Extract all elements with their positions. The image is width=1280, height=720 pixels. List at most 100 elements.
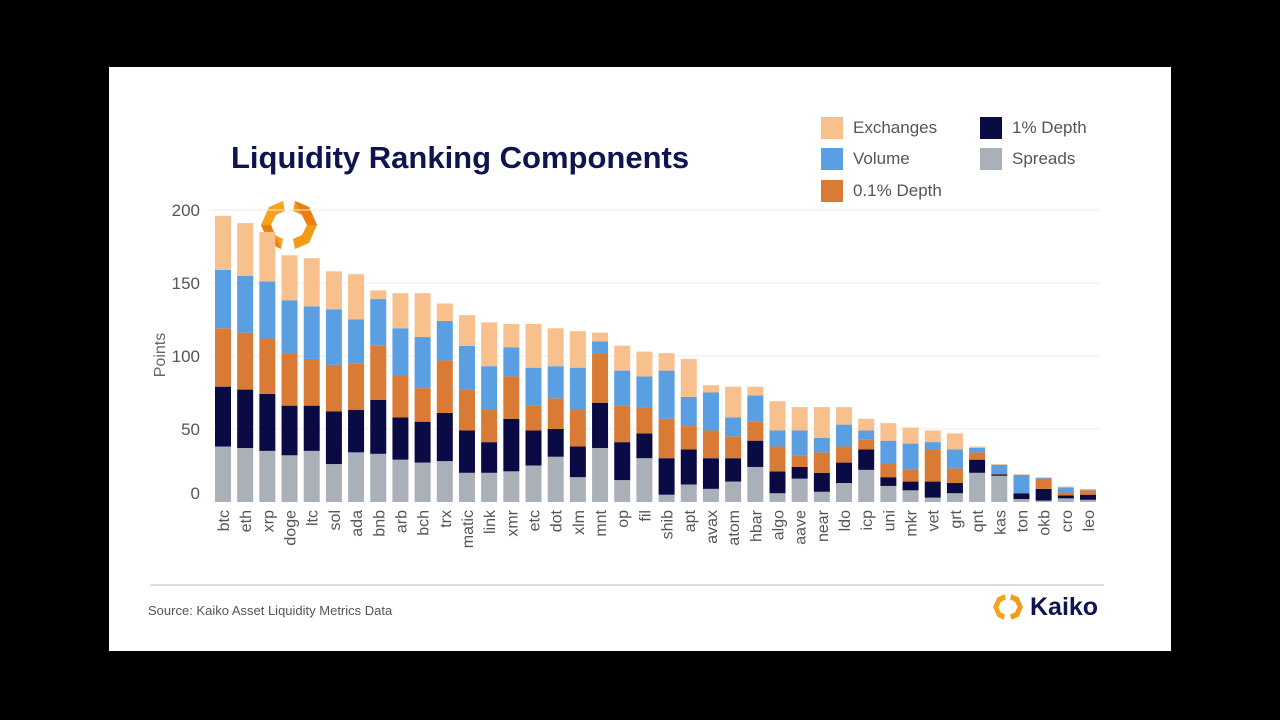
bar-segment-exchanges-matic (458, 315, 475, 346)
bar-segment-volume-op (614, 370, 631, 406)
bar-segment-exchanges-doge (281, 255, 298, 301)
bar-segment-volume-bnb (370, 299, 387, 346)
bar-segment-1-depth-op (614, 442, 631, 481)
bar-segment-1-depth-vet (924, 481, 941, 498)
bar-segment-spreads-op (614, 480, 631, 502)
bar-segment-1-depth-doge (281, 405, 298, 456)
bar-segment-0-1-depth-ldo (836, 446, 853, 463)
bar-segment-0-1-depth-uni (880, 464, 897, 478)
bar-segment-spreads-btc (215, 446, 231, 502)
x-tick-label: doge (283, 510, 300, 546)
bar-segment-0-1-depth-hbar (747, 421, 764, 441)
x-tick-label: ton (1014, 510, 1031, 532)
x-tick-label: etc (527, 510, 544, 531)
x-tick-label: xmr (504, 509, 521, 536)
bar-segment-volume-xrp (259, 281, 276, 339)
x-tick-label: ldo (837, 510, 854, 531)
bar-segment-volume-bch (414, 337, 431, 389)
bar-segment-exchanges-xlm (569, 331, 586, 368)
bar-segment-0-1-depth-trx (436, 360, 453, 413)
bar-segment-exchanges-btc (215, 215, 231, 270)
bar-segment-0-1-depth-bch (414, 388, 431, 422)
bar-segment-1-depth-xmr (503, 418, 520, 472)
bar-segment-1-depth-xlm (569, 446, 586, 478)
bar-segment-spreads-okb (1035, 500, 1052, 502)
bar-segment-1-depth-near (813, 472, 830, 492)
bar-segment-0-1-depth-ltc (303, 358, 320, 406)
bar-segment-spreads-near (813, 491, 830, 502)
bar-segment-volume-shib (658, 370, 675, 419)
bar-segment-1-depth-algo (769, 471, 786, 494)
x-tick-label: trx (438, 510, 455, 528)
bar-segment-spreads-aave (791, 478, 808, 502)
bar-segment-volume-uni (880, 440, 897, 465)
bar-segment-exchanges-near (813, 407, 830, 438)
legend-swatch (980, 117, 1002, 139)
bar-segment-1-depth-ldo (836, 462, 853, 484)
bar-segment-volume-sol (325, 309, 342, 365)
bar-segment-exchanges-hbar (747, 386, 764, 396)
bar-segment-1-depth-avax (702, 458, 719, 489)
bar-segment-volume-mnt (592, 341, 609, 354)
y-tick-label: 100 (172, 347, 200, 366)
bar-segment-spreads-arb (392, 459, 409, 502)
y-tick-label: 0 (191, 484, 200, 503)
bar-segment-spreads-qnt (969, 472, 986, 502)
bar-segment-0-1-depth-avax (702, 430, 719, 459)
x-tick-label: shib (660, 510, 677, 539)
bar-segment-exchanges-qnt (969, 446, 986, 448)
x-tick-label: near (815, 509, 832, 542)
bar-segment-0-1-depth-aave (791, 455, 808, 467)
bar-segment-0-1-depth-btc (215, 328, 231, 387)
bar-segment-1-depth-mkr (902, 481, 919, 491)
bar-segment-0-1-depth-mnt (592, 353, 609, 403)
legend-label: Volume (853, 149, 910, 168)
bar-segment-exchanges-cro (1057, 486, 1074, 488)
bar-segment-spreads-bch (414, 462, 431, 502)
bar-segment-spreads-xrp (259, 450, 276, 502)
legend-volume: Volume (821, 148, 910, 170)
bar-segment-spreads-bnb (370, 453, 387, 502)
bar-segment-exchanges-icp (858, 418, 875, 431)
bar-segment-1-depth-aave (791, 466, 808, 479)
bar-segment-volume-vet (924, 442, 941, 450)
bar-segment-1-depth-shib (658, 458, 675, 495)
bar-segment-volume-arb (392, 328, 409, 375)
bar-segment-volume-ada (348, 319, 365, 364)
bar-segment-exchanges-op (614, 345, 631, 371)
bar-segment-spreads-eth (237, 447, 254, 502)
x-tick-label: apt (682, 509, 699, 532)
bar-segment-spreads-xmr (503, 471, 520, 502)
bar-segment-1-depth-ltc (303, 405, 320, 451)
bar-segment-1-depth-mnt (592, 402, 609, 448)
kaiko-logo-icon (993, 594, 1023, 620)
bar-segment-volume-kas (991, 464, 1008, 474)
bar-segment-exchanges-grt (946, 433, 963, 450)
x-tick-label: op (615, 510, 632, 528)
bar-segment-spreads-sol (325, 464, 342, 502)
bar-segment-exchanges-arb (392, 293, 409, 329)
bar-segment-0-1-depth-xmr (503, 376, 520, 419)
bar-segment-1-depth-eth (237, 389, 254, 448)
bar-segment-1-depth-hbar (747, 440, 764, 467)
x-tick-label: sol (327, 510, 344, 530)
bar-segment-exchanges-vet (924, 430, 941, 443)
bar-segment-volume-near (813, 437, 830, 453)
bar-segment-volume-ldo (836, 424, 853, 447)
bar-segment-volume-aave (791, 430, 808, 456)
bar-segment-1-depth-cro (1057, 495, 1074, 499)
x-tick-label: leo (1081, 510, 1098, 531)
bar-segment-spreads-leo (1080, 499, 1096, 502)
bar-segment-0-1-depth-etc (525, 405, 542, 431)
bar-segment-1-depth-qnt (969, 459, 986, 473)
bar-segment-1-depth-grt (946, 483, 963, 494)
legend-spreads: Spreads (980, 148, 1075, 170)
legend-0-1pct-depth: 0.1% Depth (821, 180, 942, 202)
bar-segment-0-1-depth-bnb (370, 345, 387, 400)
bar-segment-spreads-cro (1057, 498, 1074, 502)
bar-segment-0-1-depth-vet (924, 449, 941, 482)
bar-segment-spreads-hbar (747, 466, 764, 502)
bar-segment-1-depth-etc (525, 430, 542, 466)
bar-segment-spreads-dot (547, 456, 564, 502)
